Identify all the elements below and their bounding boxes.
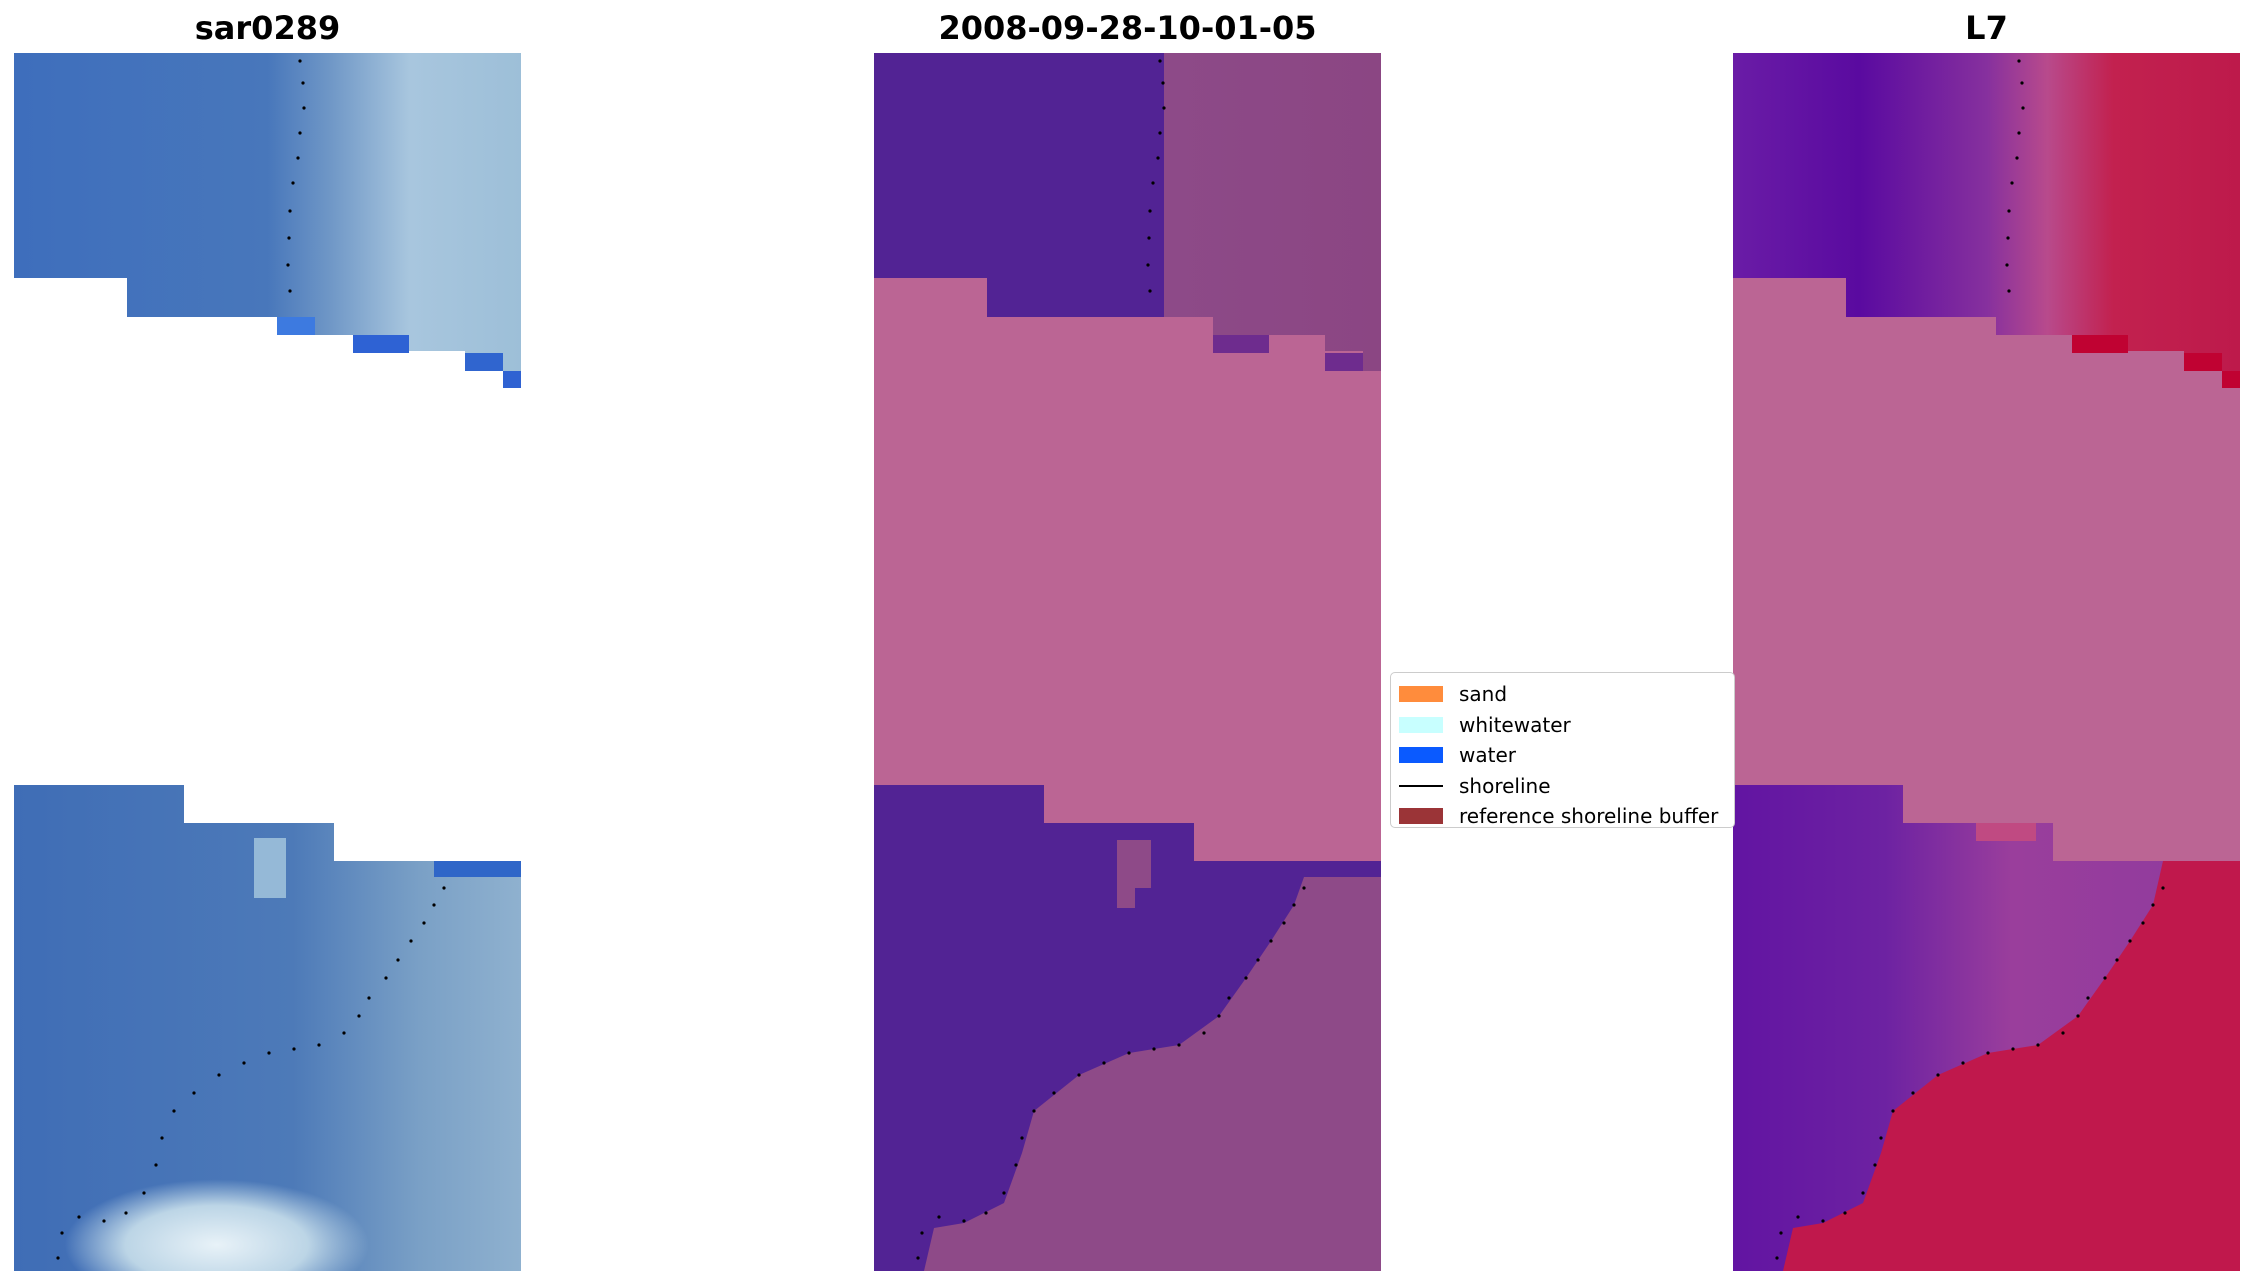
rgb-image	[14, 53, 521, 1271]
panel-title-rgb: sar0289	[194, 9, 341, 47]
shoreline	[56, 59, 446, 1260]
classification-panel	[874, 53, 1381, 1271]
panel-title-classification: 2008-09-28-10-01-05	[938, 9, 1317, 47]
legend-label: reference shoreline buffer	[1459, 804, 1719, 829]
legend-label: whitewater	[1459, 712, 1571, 737]
legend-item-water: water	[1399, 740, 1726, 771]
panel-title-ndwi: L7	[1965, 9, 2008, 47]
legend-label: shoreline	[1459, 773, 1551, 798]
classification-image	[874, 53, 1381, 1271]
ndwi-panel	[1733, 53, 2240, 1271]
whitewater-swatch	[1399, 716, 1443, 733]
legend-item-shoreline: shoreline	[1399, 771, 1726, 802]
legend-item-sand: sand	[1399, 679, 1726, 710]
sand-swatch	[1399, 686, 1443, 703]
water-swatch	[1399, 747, 1443, 764]
legend-item-buffer: reference shoreline buffer	[1399, 801, 1726, 832]
legend: sand whitewater water shoreline referenc…	[1390, 672, 1735, 828]
rgb-image-panel	[14, 53, 521, 1271]
legend-label: water	[1459, 743, 1516, 768]
shoreline-swatch	[1399, 784, 1443, 787]
legend-label: sand	[1459, 682, 1508, 707]
ndwi-image	[1733, 53, 2240, 1271]
buffer-swatch	[1399, 808, 1443, 825]
legend-item-whitewater: whitewater	[1399, 710, 1726, 741]
